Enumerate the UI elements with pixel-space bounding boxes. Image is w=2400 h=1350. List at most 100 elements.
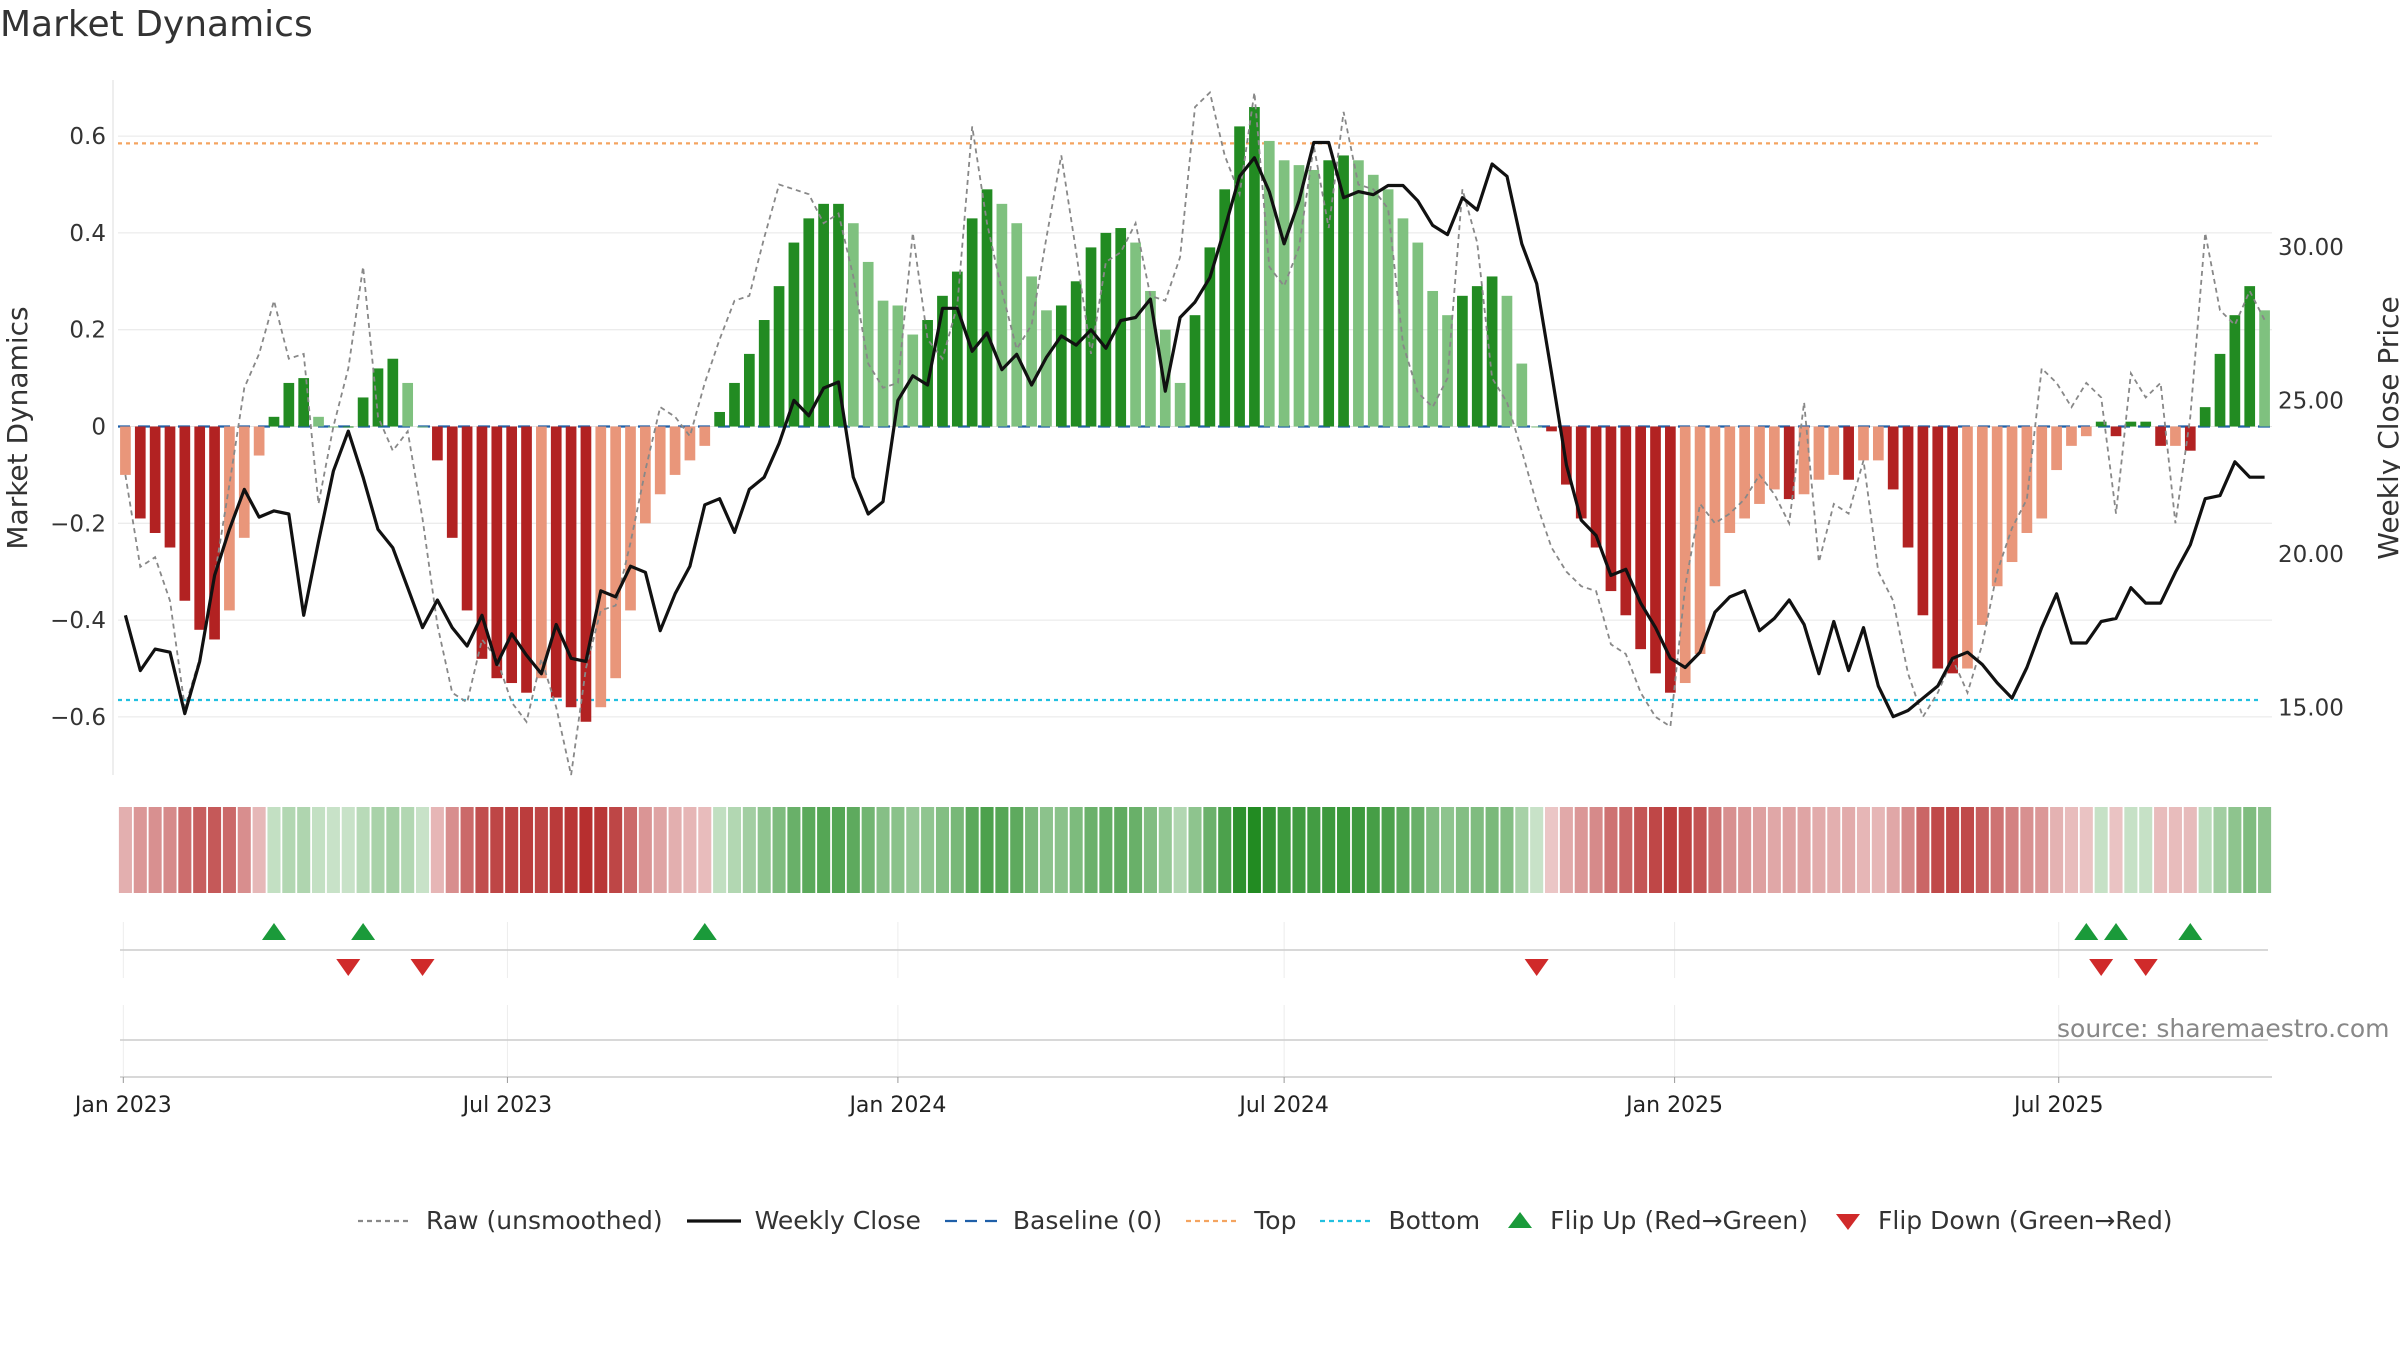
weekly-close-line <box>123 140 2265 719</box>
bar <box>803 218 815 427</box>
legend-label: Flip Up (Red→Green) <box>1550 1206 1809 1235</box>
y-right-tick-label: 15.00 <box>2278 695 2344 721</box>
regime-cell <box>341 807 355 893</box>
regime-cell <box>1530 807 1544 893</box>
regime-cell <box>950 807 964 893</box>
regime-cell <box>668 807 682 893</box>
bar <box>1293 165 1305 427</box>
legend-swatch-close-icon <box>686 1218 741 1223</box>
regime-cell <box>2079 807 2093 893</box>
regime-cell <box>475 807 489 893</box>
regime-cell <box>2228 807 2242 893</box>
x-tick-label: Jul 2025 <box>2012 1093 2104 1118</box>
bar <box>402 382 414 427</box>
bar <box>2214 353 2226 427</box>
regime-cell <box>831 807 846 893</box>
regime-cell <box>193 807 207 893</box>
bar <box>862 261 874 427</box>
regime-cell <box>534 807 548 893</box>
regime-cell <box>2213 807 2227 893</box>
bar <box>640 426 651 524</box>
legend-item-flip-up: Flip Up (Red→Green) <box>1502 1206 1808 1235</box>
regime-cell <box>1292 807 1306 893</box>
bar <box>1323 160 1335 427</box>
regime-cell <box>549 807 563 893</box>
bar <box>387 358 399 427</box>
legend-label: Weekly Close <box>754 1206 921 1235</box>
regime-cell <box>1099 807 1113 893</box>
regime-cell <box>430 807 444 893</box>
regime-cell <box>1188 807 1202 893</box>
y-left-tick-label: 0.4 <box>69 221 106 247</box>
bar <box>1575 426 1587 519</box>
bar <box>224 426 235 611</box>
regime-cell <box>371 807 385 893</box>
regime-cell <box>2094 807 2108 893</box>
bar <box>625 426 636 611</box>
bar <box>1709 426 1721 587</box>
bar <box>2110 426 2122 437</box>
bar <box>1130 242 1141 427</box>
bar <box>1278 160 1290 427</box>
y-right-axis-label: Weekly Close Price <box>2372 296 2400 559</box>
regime-cell <box>1277 807 1291 893</box>
regime-cell <box>2005 807 2019 893</box>
bar <box>179 426 191 601</box>
regime-cell <box>386 807 400 893</box>
bar <box>342 426 354 428</box>
x-tick-label: Jan 2024 <box>847 1093 946 1118</box>
bar <box>1932 426 1944 669</box>
regime-cell <box>2258 807 2272 893</box>
regime-cell <box>1916 807 1930 893</box>
y-left-tick-label: −0.6 <box>50 705 106 731</box>
bar <box>996 203 1008 427</box>
regime-cell <box>1708 807 1722 893</box>
regime-cell <box>817 807 831 893</box>
bar <box>654 426 666 495</box>
bar <box>298 378 310 427</box>
regime-cell <box>1842 807 1856 893</box>
bar <box>2066 426 2077 446</box>
regime-cell <box>2243 807 2257 893</box>
regime-cell <box>683 807 697 893</box>
bar <box>1486 276 1498 427</box>
regime-cell <box>178 807 192 893</box>
regime-cell <box>2064 807 2078 893</box>
bar <box>699 426 711 446</box>
bar <box>1665 426 1676 693</box>
bar <box>714 411 725 427</box>
y-left-tick-label: −0.2 <box>50 511 106 537</box>
bar <box>120 426 131 475</box>
regime-strip <box>118 807 2272 893</box>
flip-up-marker <box>2074 923 2099 940</box>
regime-cell <box>623 807 638 893</box>
regime-cell <box>282 807 296 893</box>
regime-cell <box>1500 807 1514 893</box>
bar <box>536 426 547 679</box>
legend-item-baseline: Baseline (0) <box>943 1206 1162 1235</box>
regime-cell <box>757 807 771 893</box>
regime-cell <box>1604 807 1618 893</box>
regime-cell <box>415 807 430 893</box>
bar <box>1457 295 1468 427</box>
regime-cell <box>935 807 949 893</box>
bar <box>521 426 532 693</box>
regime-cell <box>118 807 132 893</box>
regime-cell <box>1975 807 1989 893</box>
regime-cell <box>1158 807 1172 893</box>
regime-cell <box>2035 807 2049 893</box>
bar <box>372 368 384 427</box>
regime-cell <box>1054 807 1068 893</box>
regime-cell <box>1010 807 1024 893</box>
regime-cell <box>1426 807 1440 893</box>
bar <box>729 382 740 427</box>
flip-down-marker <box>410 959 435 976</box>
regime-cell <box>1114 807 1128 893</box>
bar <box>1085 247 1097 427</box>
bar <box>2244 286 2256 427</box>
regime-cell <box>1589 807 1603 893</box>
bar <box>1650 426 1661 674</box>
bar <box>1070 281 1082 427</box>
regime-cell <box>356 807 370 893</box>
